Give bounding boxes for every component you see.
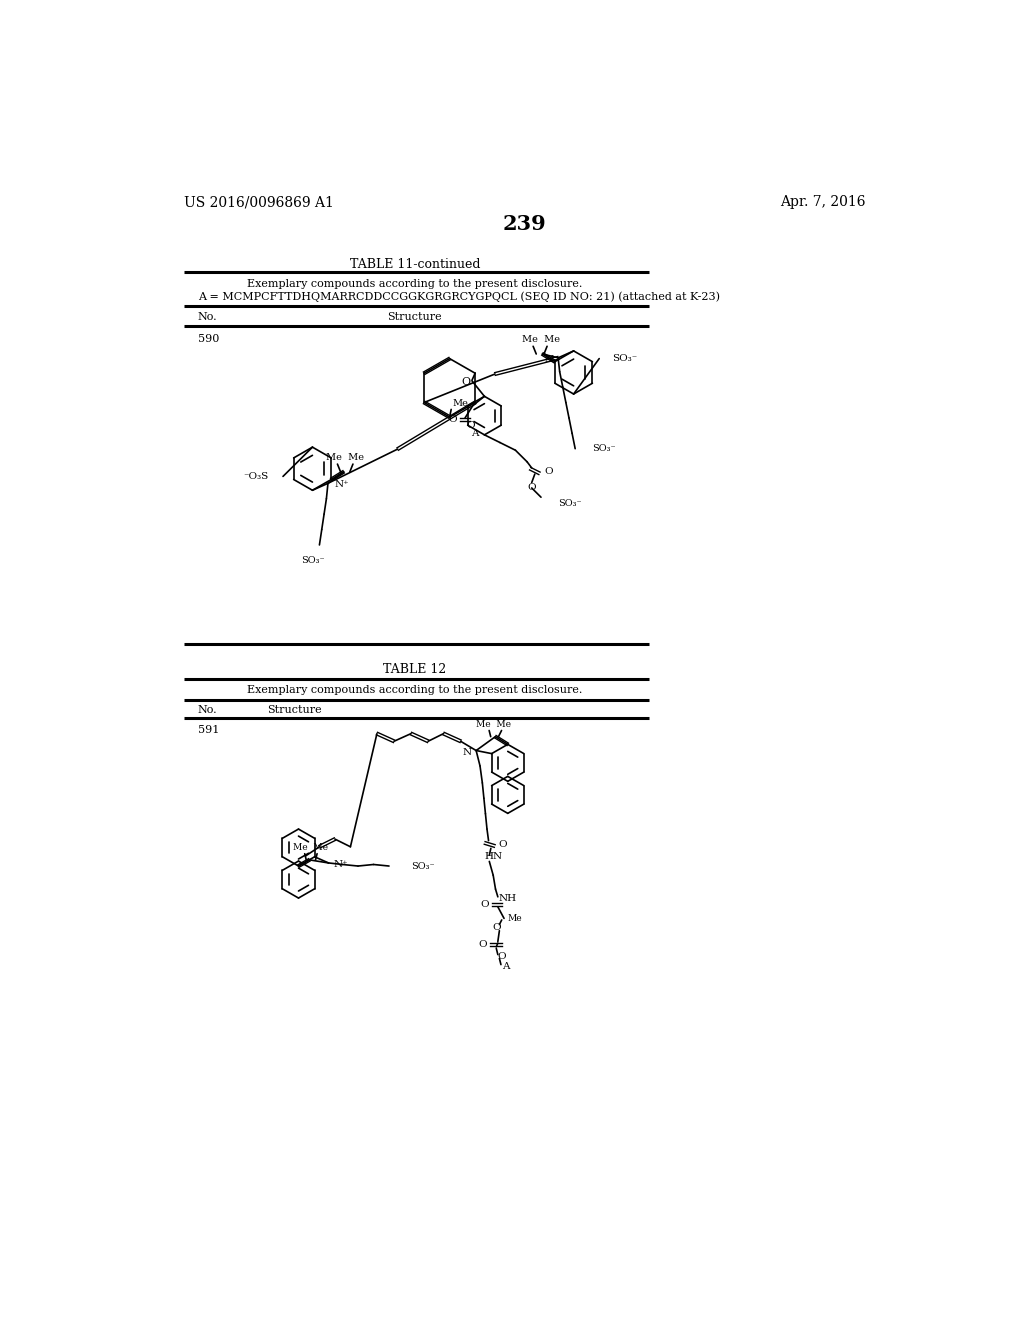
Text: NH: NH bbox=[499, 894, 517, 903]
Text: 590: 590 bbox=[198, 334, 219, 345]
Text: Me  Me: Me Me bbox=[476, 719, 511, 729]
Text: O: O bbox=[467, 421, 475, 430]
Text: O: O bbox=[527, 483, 536, 492]
Text: O: O bbox=[499, 840, 507, 849]
Text: No.: No. bbox=[198, 705, 217, 715]
Text: Me: Me bbox=[507, 913, 522, 923]
Text: 239: 239 bbox=[503, 214, 547, 234]
Text: Structure: Structure bbox=[387, 313, 442, 322]
Text: TABLE 12: TABLE 12 bbox=[383, 663, 446, 676]
Text: O: O bbox=[478, 940, 487, 949]
Text: A = MCMPCFTTDHQMARRCDDCCGGKGRGRCYGPQCL (SEQ ID NO: 21) (attached at K-23): A = MCMPCFTTDHQMARRCDDCCGGKGRGRCYGPQCL (… bbox=[198, 292, 720, 302]
Text: Exemplary compounds according to the present disclosure.: Exemplary compounds according to the pre… bbox=[247, 279, 583, 289]
Text: Me  Me: Me Me bbox=[327, 453, 365, 462]
Text: US 2016/0096869 A1: US 2016/0096869 A1 bbox=[183, 195, 334, 210]
Text: O: O bbox=[480, 900, 488, 909]
Text: SO₃⁻: SO₃⁻ bbox=[411, 862, 434, 870]
Text: SO₃⁻: SO₃⁻ bbox=[592, 445, 615, 453]
Text: N⁺: N⁺ bbox=[334, 480, 349, 490]
Text: N: N bbox=[545, 355, 554, 364]
Text: SO₃⁻: SO₃⁻ bbox=[301, 556, 325, 565]
Text: TABLE 11-continued: TABLE 11-continued bbox=[349, 259, 480, 272]
Text: Me  Me: Me Me bbox=[294, 843, 329, 853]
Text: N: N bbox=[463, 747, 471, 756]
Text: O: O bbox=[449, 414, 458, 424]
Text: ⁻O₃S: ⁻O₃S bbox=[244, 473, 269, 480]
Text: A: A bbox=[471, 429, 479, 438]
Text: Structure: Structure bbox=[267, 705, 323, 715]
Text: No.: No. bbox=[198, 313, 217, 322]
Text: Me: Me bbox=[453, 399, 469, 408]
Text: Exemplary compounds according to the present disclosure.: Exemplary compounds according to the pre… bbox=[247, 685, 583, 696]
Text: O: O bbox=[544, 466, 553, 475]
Text: O: O bbox=[498, 953, 507, 961]
Text: O: O bbox=[462, 378, 470, 388]
Text: SO₃⁻: SO₃⁻ bbox=[558, 499, 582, 508]
Text: O: O bbox=[492, 923, 501, 932]
Text: HN: HN bbox=[484, 853, 503, 861]
Text: SO₃⁻: SO₃⁻ bbox=[612, 354, 638, 363]
Text: Me  Me: Me Me bbox=[522, 335, 560, 345]
Text: 591: 591 bbox=[198, 725, 219, 735]
Text: N⁺: N⁺ bbox=[333, 861, 348, 869]
Text: Apr. 7, 2016: Apr. 7, 2016 bbox=[780, 195, 866, 210]
Text: A: A bbox=[503, 962, 510, 970]
